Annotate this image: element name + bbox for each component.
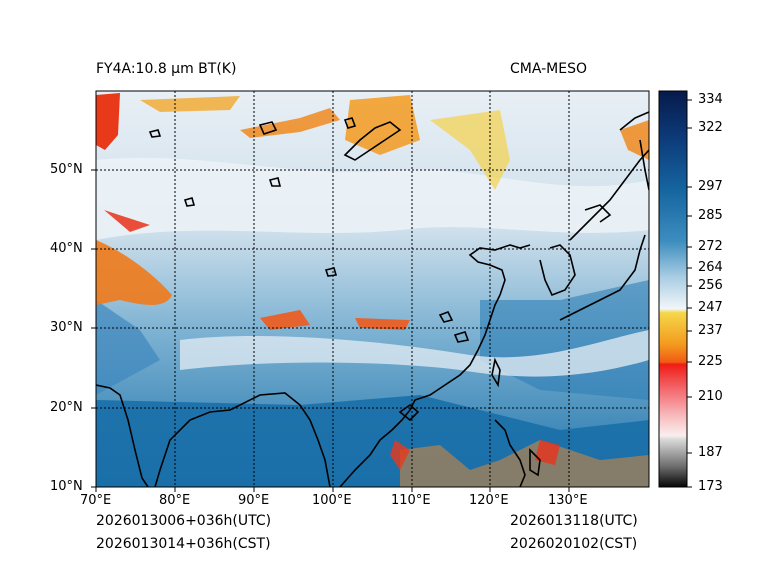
- valid-time-utc: 2026013118(UTC): [510, 513, 638, 529]
- colorbar-label: 210: [698, 389, 723, 404]
- map-frame: [95, 90, 650, 488]
- colorbar-label: 187: [698, 445, 723, 460]
- lat-label: 30°N: [50, 320, 83, 335]
- colorbar-label: 322: [698, 120, 723, 135]
- colorbar-label: 264: [698, 260, 723, 275]
- graticule: [96, 91, 649, 487]
- lon-label: 130°E: [548, 493, 588, 508]
- init-time-cst: 2026013014+036h(CST): [96, 536, 271, 552]
- lon-label: 110°E: [391, 493, 431, 508]
- source-label: CMA-MESO: [510, 61, 588, 77]
- init-time-utc: 2026013006+036h(UTC): [96, 513, 272, 529]
- colorbar-label: 334: [698, 92, 723, 107]
- colorbar-label: 225: [698, 354, 723, 369]
- lon-label: 100°E: [312, 493, 352, 508]
- lat-label: 20°N: [50, 400, 83, 415]
- colorbar-label: 237: [698, 323, 723, 338]
- lon-label: 90°E: [238, 493, 270, 508]
- colorbar-label: 256: [698, 278, 723, 293]
- colorbar-label: 173: [698, 479, 723, 494]
- lat-label: 40°N: [50, 241, 83, 256]
- lon-label: 70°E: [80, 493, 112, 508]
- colorbar-label: 247: [698, 300, 723, 315]
- lon-label: 120°E: [469, 493, 509, 508]
- coastlines: [96, 111, 649, 487]
- colorbar: [658, 90, 688, 488]
- lat-label: 10°N: [50, 479, 83, 494]
- lon-label: 80°E: [159, 493, 191, 508]
- colorbar-label: 297: [698, 179, 723, 194]
- colorbar-ticks: [687, 99, 692, 488]
- valid-time-cst: 2026020102(CST): [510, 536, 638, 552]
- lat-label: 50°N: [50, 162, 83, 177]
- satellite-image: [96, 91, 649, 487]
- colorbar-label: 272: [698, 239, 723, 254]
- map-title: FY4A:10.8 µm BT(K): [96, 61, 237, 77]
- colorbar-label: 285: [698, 208, 723, 223]
- axis-ticks: [91, 169, 570, 492]
